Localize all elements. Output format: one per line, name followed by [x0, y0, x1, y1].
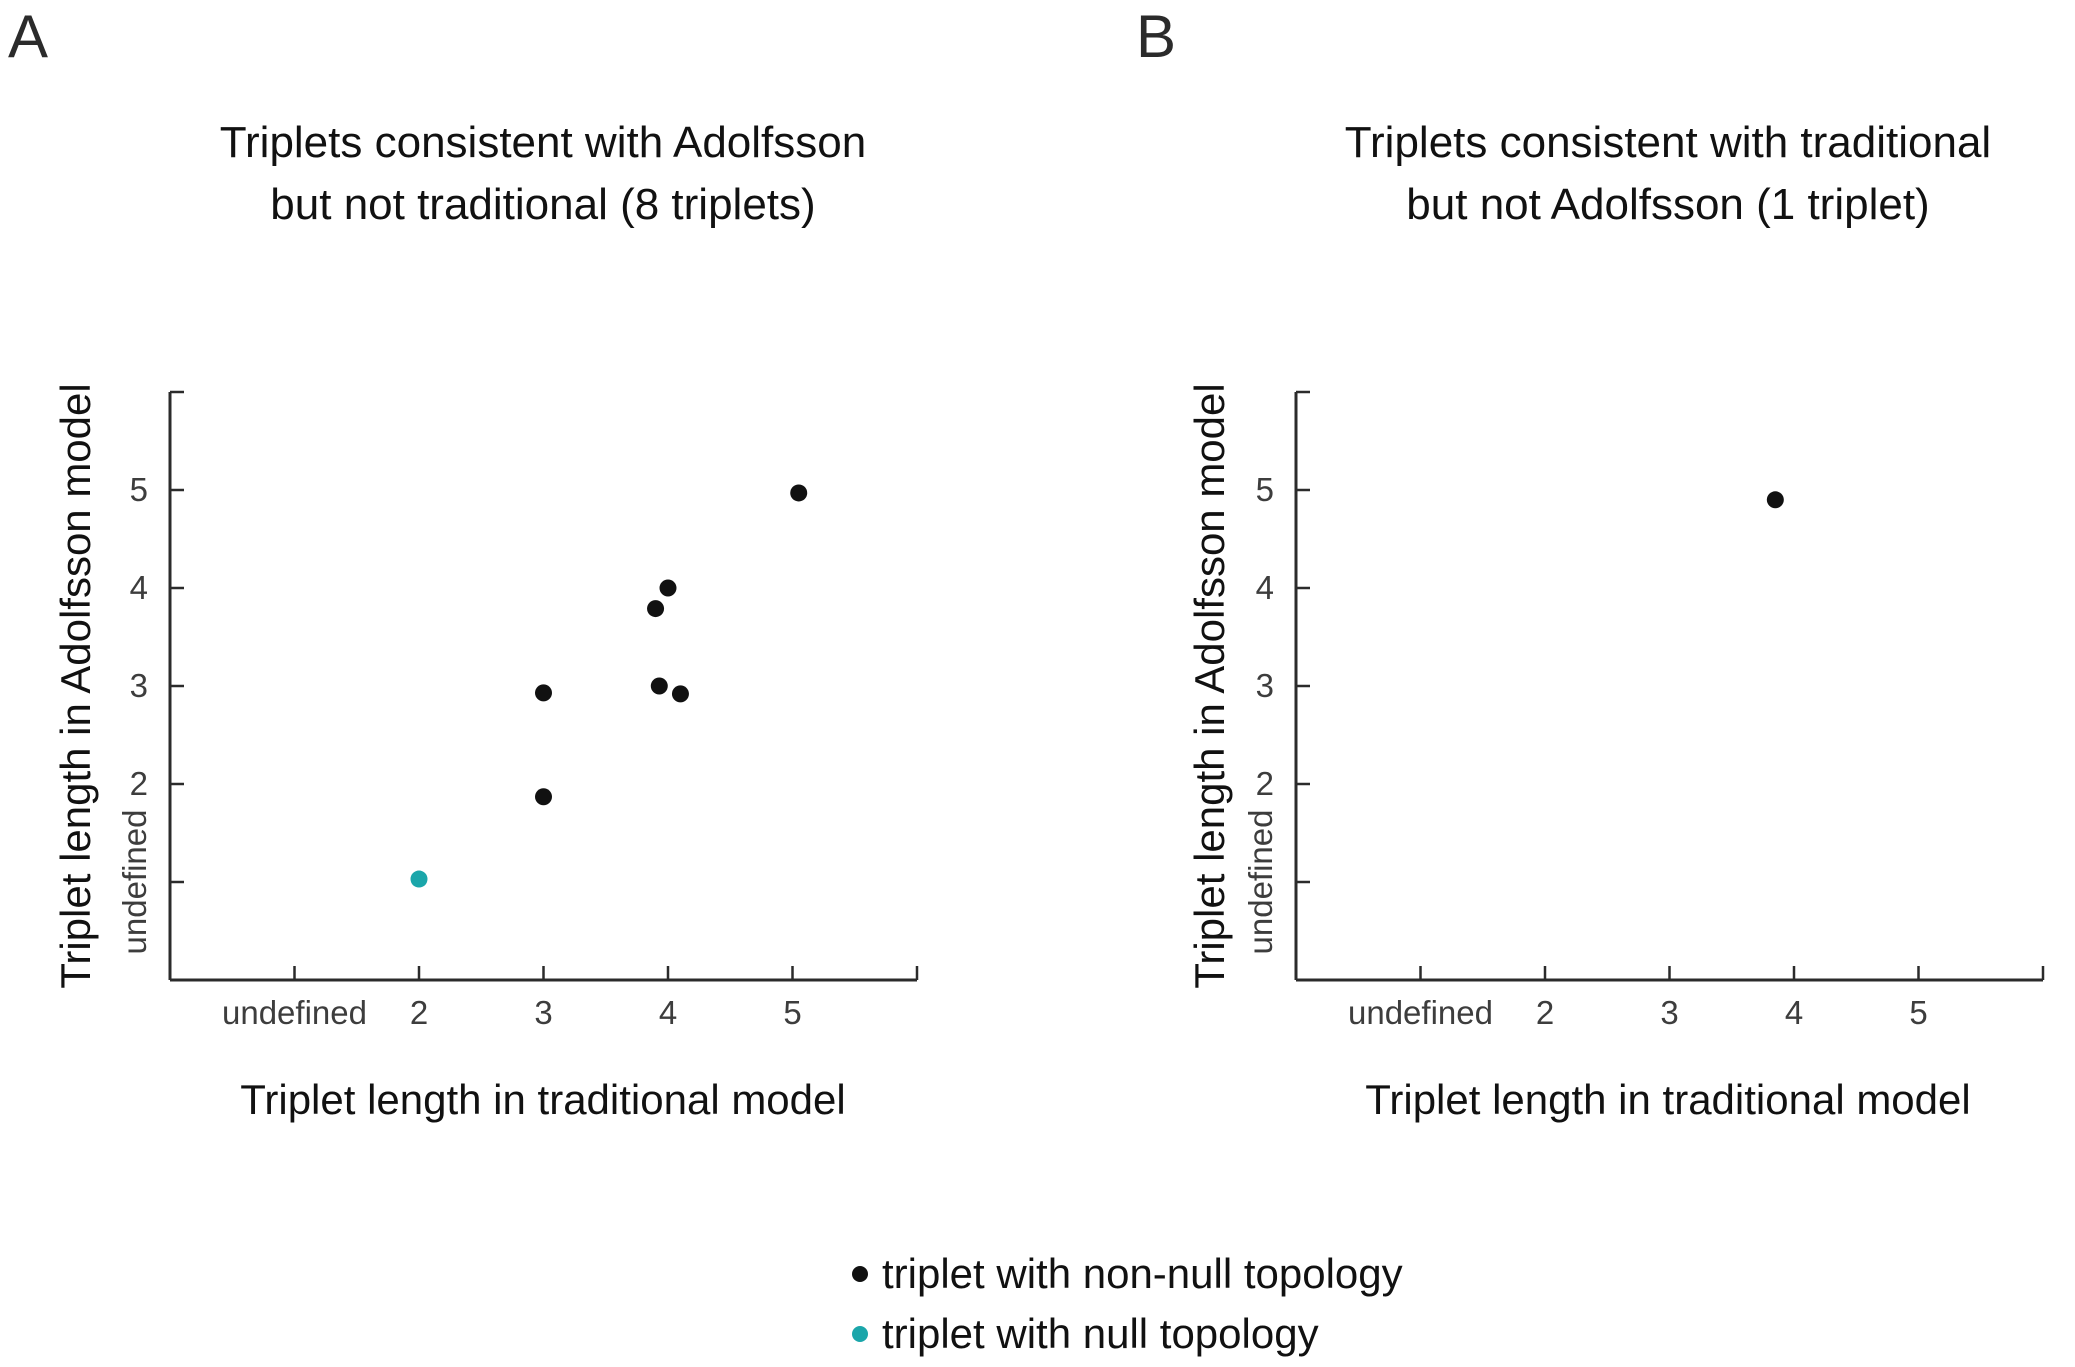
panel-b-title-line1: Triplets consistent with traditional: [1344, 118, 1992, 167]
y-tick-label: 5: [1256, 471, 1274, 508]
data-point: [535, 684, 552, 702]
y-tick-label: 3: [1256, 667, 1274, 704]
y-tick-label: 2: [1256, 765, 1274, 802]
panel-a-y-axis-label: Triplet length in Adolfsson model: [52, 383, 99, 989]
x-tick-label: 4: [1785, 994, 1803, 1031]
panel-a-x-axis-label: Triplet length in traditional model: [240, 1076, 846, 1123]
y-tick-label: 4: [1256, 569, 1274, 606]
y-tick-label: 5: [130, 471, 148, 508]
data-point: [1766, 491, 1784, 509]
panel-b-letter: B: [1136, 3, 1177, 70]
data-point: [647, 600, 665, 618]
panel-a-title: Triplets consistent with Adolfsson but n…: [93, 112, 993, 237]
panel-b-title: Triplets consistent with traditional but…: [1218, 112, 2075, 237]
data-point: [671, 685, 689, 703]
x-tick-label: 3: [1660, 994, 1678, 1031]
legend-item-non-null: triplet with non-null topology: [852, 1244, 1403, 1304]
panel-b-x-axis-label: Triplet length in traditional model: [1365, 1076, 1971, 1123]
y-tick-label: 4: [130, 569, 148, 606]
x-tick-label: 2: [410, 994, 428, 1031]
panel-b-y-axis-label: Triplet length in Adolfsson model: [1186, 383, 1233, 989]
panel-a-title-line2: but not traditional (8 triplets): [270, 180, 816, 230]
data-point: [410, 870, 428, 888]
x-tick-label: 2: [1536, 994, 1554, 1031]
data-point: [535, 788, 552, 806]
legend-item-non-null-label: triplet with non-null topology: [882, 1250, 1403, 1297]
data-point: [650, 677, 668, 695]
non-null-marker-icon: [852, 1266, 868, 1282]
panel-a-plot: undefined 2 3 4 5 undefined 2 3 4 5: [120, 390, 919, 1031]
x-tick-label: 5: [1909, 994, 1927, 1031]
x-tick-label: 4: [659, 994, 677, 1031]
y-tick-label: undefined: [120, 810, 153, 955]
y-tick-label: 3: [130, 667, 148, 704]
x-tick-label: 3: [534, 994, 552, 1031]
y-tick-label: 2: [130, 765, 148, 802]
legend-item-null-label: triplet with null topology: [882, 1310, 1319, 1357]
x-tick-label: 5: [783, 994, 801, 1031]
panel-a-letter: A: [8, 3, 49, 70]
legend-item-null: triplet with null topology: [852, 1304, 1403, 1364]
x-tick-label: undefined: [222, 994, 367, 1031]
y-tick-label: undefined: [1246, 810, 1279, 955]
data-point: [659, 579, 677, 597]
null-marker-icon: [852, 1326, 868, 1342]
data-point: [790, 484, 808, 502]
panel-a-title-line1: Triplets consistent with Adolfsson: [219, 118, 867, 167]
panel-b-title-line2: but not Adolfsson (1 triplet): [1406, 180, 1930, 230]
figure-legend: triplet with non-null topology triplet w…: [852, 1244, 1403, 1364]
panel-b-plot: undefined 2 3 4 5 undefined 2 3 4 5: [1246, 390, 2045, 1031]
x-tick-label: undefined: [1348, 994, 1493, 1031]
